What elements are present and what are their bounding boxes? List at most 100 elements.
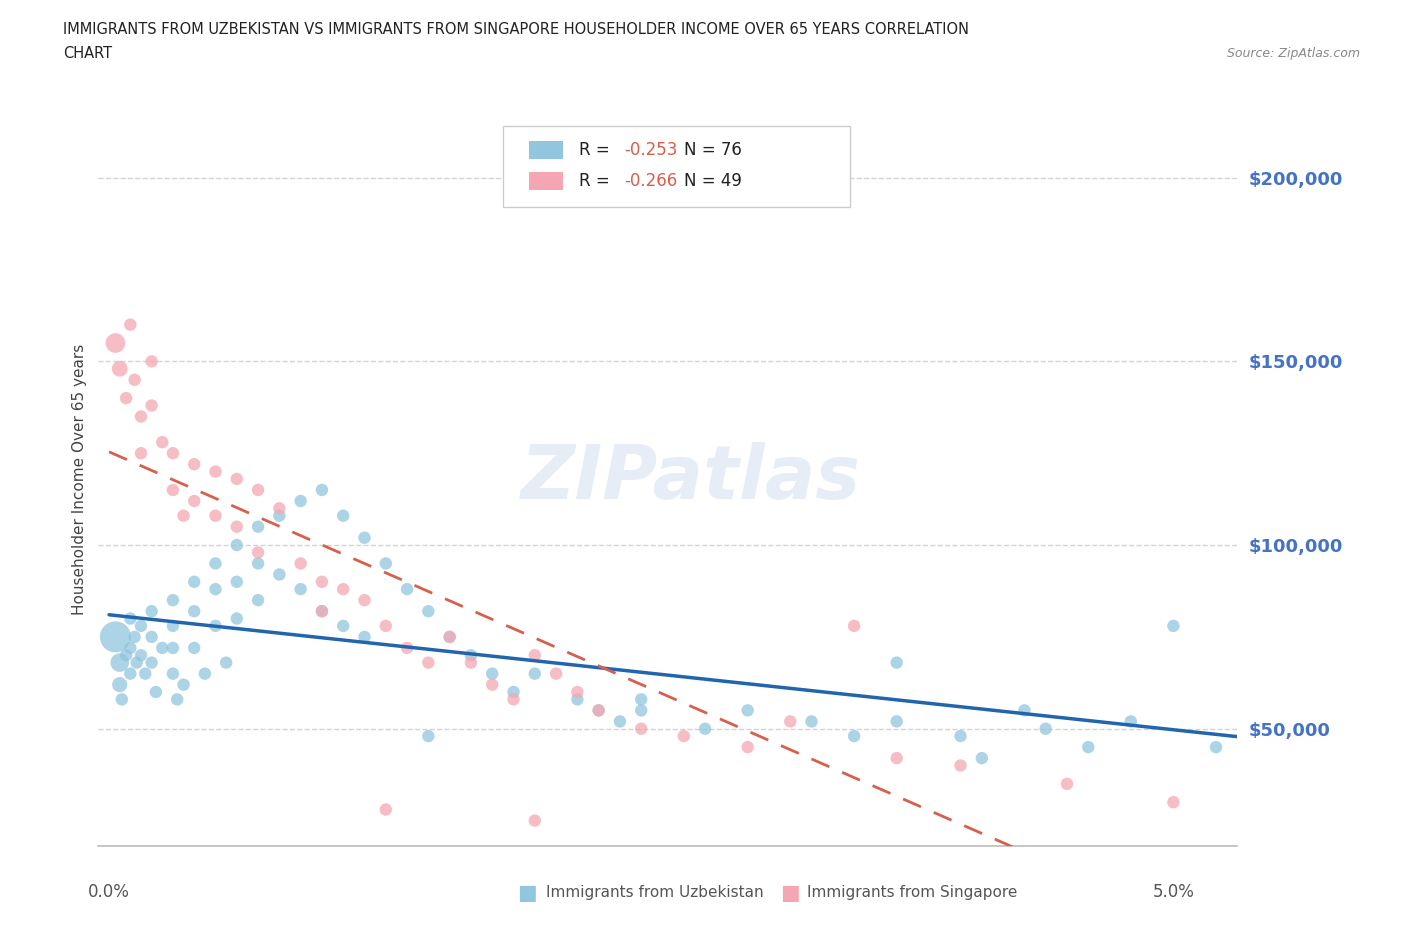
Point (225, 538, 247, 552)
Point (290, 582, 312, 597)
Point (173, 508, 195, 523)
Point (115, 648, 138, 663)
Point (1056, 777, 1078, 791)
Point (204, 556, 226, 571)
Point (588, 703, 610, 718)
Point (290, 494, 312, 509)
Point (418, 729, 440, 744)
Point (162, 618, 184, 633)
Point (150, 435, 173, 450)
Point (567, 684, 589, 699)
Text: N = 76: N = 76 (683, 141, 742, 159)
Point (204, 582, 226, 597)
Point (374, 556, 396, 571)
Point (396, 582, 419, 597)
Point (523, 648, 546, 663)
Point (111, 692, 134, 707)
Point (609, 714, 631, 729)
Text: IMMIGRANTS FROM UZBEKISTAN VS IMMIGRANTS FROM SINGAPORE HOUSEHOLDER INCOME OVER : IMMIGRANTS FROM UZBEKISTAN VS IMMIGRANTS… (63, 22, 969, 37)
Point (162, 666, 184, 681)
Point (129, 618, 152, 633)
Point (162, 592, 184, 607)
Point (353, 630, 375, 644)
Text: ZIPatlas: ZIPatlas (520, 443, 860, 515)
Point (800, 714, 823, 729)
Point (567, 692, 589, 707)
Point (396, 641, 419, 656)
Point (225, 519, 247, 534)
Text: ■: ■ (517, 883, 537, 903)
Point (120, 641, 142, 656)
Point (949, 729, 972, 744)
Point (886, 656, 908, 671)
Point (141, 630, 163, 644)
Point (183, 457, 205, 472)
Point (215, 656, 238, 671)
Point (141, 604, 163, 618)
Point (120, 317, 142, 332)
Point (311, 575, 333, 590)
Point (418, 604, 440, 618)
Point (842, 729, 865, 744)
Text: R =: R = (579, 141, 614, 159)
Point (150, 641, 173, 656)
Point (588, 703, 610, 718)
Point (630, 703, 652, 718)
Point (269, 501, 291, 516)
Text: Immigrants from Uzbekistan: Immigrants from Uzbekistan (546, 885, 763, 900)
Text: ■: ■ (780, 883, 800, 903)
Point (311, 604, 333, 618)
Point (166, 692, 188, 707)
Text: -0.253: -0.253 (624, 141, 678, 159)
Point (502, 692, 524, 707)
Y-axis label: Householder Income Over 65 years: Householder Income Over 65 years (72, 343, 87, 615)
Point (332, 618, 354, 633)
Point (481, 677, 503, 692)
Point (108, 361, 131, 376)
Point (247, 592, 270, 607)
Point (481, 666, 503, 681)
Point (672, 729, 695, 744)
Point (183, 604, 205, 618)
Point (332, 508, 354, 523)
Point (374, 802, 396, 817)
Point (141, 656, 163, 671)
Point (290, 556, 312, 571)
Point (104, 336, 127, 351)
Point (630, 692, 652, 707)
Point (115, 391, 138, 405)
Text: 5.0%: 5.0% (1153, 884, 1194, 901)
Point (225, 472, 247, 486)
Point (124, 630, 146, 644)
Point (693, 722, 716, 737)
Point (141, 398, 163, 413)
Point (418, 656, 440, 671)
Text: R =: R = (579, 172, 614, 190)
Point (1077, 739, 1099, 754)
Point (247, 556, 270, 571)
Point (523, 813, 546, 828)
FancyBboxPatch shape (503, 126, 851, 207)
Point (145, 684, 167, 699)
Point (1119, 714, 1142, 729)
Point (104, 630, 127, 644)
Point (353, 592, 375, 607)
Point (546, 666, 568, 681)
Point (108, 677, 131, 692)
Point (630, 722, 652, 737)
Point (247, 483, 270, 498)
Point (779, 714, 801, 729)
Point (120, 666, 142, 681)
Point (247, 519, 270, 534)
Point (439, 630, 461, 644)
Point (886, 751, 908, 765)
Point (502, 684, 524, 699)
Point (269, 567, 291, 582)
Point (173, 677, 195, 692)
Point (737, 703, 759, 718)
Point (204, 508, 226, 523)
Point (134, 666, 156, 681)
Point (124, 372, 146, 387)
Text: N = 49: N = 49 (683, 172, 742, 190)
Point (194, 666, 217, 681)
